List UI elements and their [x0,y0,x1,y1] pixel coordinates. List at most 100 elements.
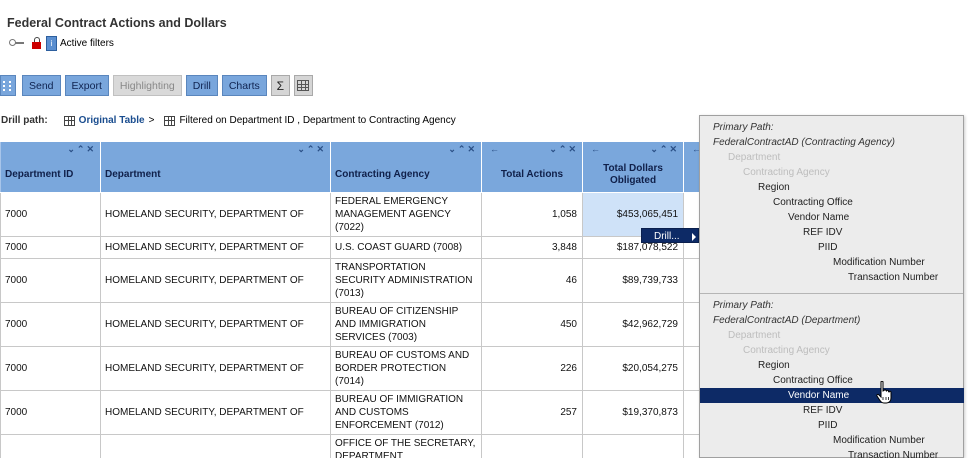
column-header-total-dollars[interactable]: ← ⌄⌃✕ Total Dollars Obligated [582,141,684,193]
table-row[interactable]: 7000 HOMELAND SECURITY, DEPARTMENT OF TR… [0,258,706,303]
table-row[interactable]: 7000 HOMELAND SECURITY, DEPARTMENT OF U.… [0,236,706,259]
table-row[interactable]: OFFICE OF THE SECRETARY, DEPARTMENT [0,434,706,458]
send-button[interactable]: Send [22,75,61,96]
cell-department-id[interactable]: 7000 [0,390,101,435]
drill-button[interactable]: Drill [185,75,218,96]
toolbar-grip-handle[interactable] [0,75,16,96]
drill-level-item[interactable]: Region [758,182,790,193]
cell-total-dollars-selected[interactable]: $453,065,451 [582,192,684,237]
cell-contracting-agency[interactable]: BUREAU OF CUSTOMS AND BORDER PROTECTION … [330,346,482,391]
key-icon[interactable] [9,38,25,48]
sum-button[interactable]: Σ [270,75,290,96]
drill-level-item[interactable]: Contracting Office [773,375,853,386]
cell-total-dollars[interactable]: $89,739,733 [582,258,684,303]
cell-contracting-agency[interactable]: U.S. COAST GUARD (7008) [330,236,482,259]
drill-level-item[interactable]: Modification Number [833,257,925,268]
cell-total-actions[interactable]: 257 [481,390,583,435]
drill-level-item[interactable]: Region [758,360,790,371]
cell-total-dollars[interactable]: $19,370,873 [582,390,684,435]
cell-department-id[interactable]: 7000 [0,192,101,237]
drill-level-item: Department [728,330,781,341]
cell-department[interactable]: HOMELAND SECURITY, DEPARTMENT OF [100,390,331,435]
column-header-department-id[interactable]: ⌄⌃✕ Department ID [0,141,101,193]
table-icon [164,115,176,126]
section-divider [700,293,963,294]
drill-level-item[interactable]: Vendor Name [700,388,964,403]
table-icon [63,115,75,126]
cell-contracting-agency[interactable]: BUREAU OF CITIZENSHIP AND IMMIGRATION SE… [330,302,482,347]
table-row[interactable]: 7000 HOMELAND SECURITY, DEPARTMENT OF BU… [0,390,706,435]
grid-icon [297,80,310,91]
export-button[interactable]: Export [64,75,109,96]
move-left-icon[interactable]: ← [490,144,499,154]
active-filters-label[interactable]: Active filters [60,37,114,49]
drill-path-section: Primary Path: FederalContractAD (Contract… [700,116,963,285]
cell-department-id[interactable]: 7000 [0,302,101,347]
drill-level-item[interactable]: Modification Number [833,435,925,446]
drill-level-item: Contracting Agency [743,167,830,178]
table-row[interactable]: 7000 HOMELAND SECURITY, DEPARTMENT OF BU… [0,346,706,391]
toolbar: Send Export Highlighting Drill Charts Σ [0,75,313,97]
lock-icon[interactable] [32,37,41,49]
primary-path-header: Primary Path: [713,300,774,311]
info-icon[interactable]: i [46,35,57,51]
charts-button[interactable]: Charts [221,75,267,96]
cell-contracting-agency[interactable]: FEDERAL EMERGENCY MANAGEMENT AGENCY (702… [330,192,482,237]
drill-level-item[interactable]: PIID [818,420,838,431]
column-sort-controls[interactable]: ⌄⌃✕ [297,144,326,154]
cell-department[interactable] [100,434,331,458]
original-table-link[interactable]: Original Table [78,115,145,126]
column-sort-controls[interactable]: ⌄⌃✕ [549,144,578,154]
cell-department[interactable]: HOMELAND SECURITY, DEPARTMENT OF [100,192,331,237]
cell-total-actions[interactable] [481,434,583,458]
cell-total-actions[interactable]: 450 [481,302,583,347]
cell-department-id[interactable]: 7000 [0,258,101,303]
drill-path-panel: Primary Path: FederalContractAD (Contract… [699,115,964,458]
cell-department[interactable]: HOMELAND SECURITY, DEPARTMENT OF [100,236,331,259]
grid-view-button[interactable] [293,75,313,96]
cell-total-actions[interactable]: 3,848 [481,236,583,259]
cell-total-actions[interactable]: 46 [481,258,583,303]
column-sort-controls[interactable]: ⌄⌃✕ [67,144,96,154]
cell-total-dollars[interactable]: $20,054,275 [582,346,684,391]
highlighting-button[interactable]: Highlighting [112,75,182,96]
cell-department-id[interactable] [0,434,101,458]
cell-contracting-agency[interactable]: TRANSPORTATION SECURITY ADMINISTRATION (… [330,258,482,303]
drill-path-section: Primary Path: FederalContractAD (Departme… [700,298,964,458]
drill-context-menu-item[interactable]: Drill... [641,228,699,243]
drill-level-item: Contracting Agency [743,345,830,356]
drill-level-item[interactable]: Contracting Office [773,197,853,208]
cell-total-actions[interactable]: 1,058 [481,192,583,237]
table-row[interactable]: 7000 HOMELAND SECURITY, DEPARTMENT OF FE… [0,192,706,237]
primary-path-header: Primary Path: [713,122,774,133]
cell-total-dollars[interactable] [582,434,684,458]
cell-contracting-agency[interactable]: OFFICE OF THE SECRETARY, DEPARTMENT [330,434,482,458]
cell-total-actions[interactable]: 226 [481,346,583,391]
drill-level-item[interactable]: REF IDV [803,405,843,416]
column-sort-controls[interactable]: ⌄⌃✕ [448,144,477,154]
cell-department-id[interactable]: 7000 [0,346,101,391]
drill-level-item[interactable]: PIID [818,242,838,253]
column-header-total-actions[interactable]: ← ⌄⌃✕ Total Actions [481,141,583,193]
move-left-icon[interactable]: ← [692,144,701,154]
drill-level-item[interactable]: REF IDV [803,227,843,238]
drill-level-item[interactable]: Vendor Name [788,212,850,223]
column-header-department[interactable]: ⌄⌃✕ Department [100,141,331,193]
drill-path-label: Drill path: [1,115,48,126]
drill-level-item[interactable]: Transaction Number [848,450,939,458]
cell-total-dollars[interactable]: $42,962,729 [582,302,684,347]
cell-department[interactable]: HOMELAND SECURITY, DEPARTMENT OF [100,302,331,347]
move-left-icon[interactable]: ← [591,144,600,154]
cell-department-id[interactable]: 7000 [0,236,101,259]
table-row[interactable]: 7000 HOMELAND SECURITY, DEPARTMENT OF BU… [0,302,706,347]
cell-department[interactable]: HOMELAND SECURITY, DEPARTMENT OF [100,346,331,391]
column-sort-controls[interactable]: ⌄⌃✕ [650,144,679,154]
column-header-contracting-agency[interactable]: ⌄⌃✕ Contracting Agency [330,141,482,193]
cell-contracting-agency[interactable]: BUREAU OF IMMIGRATION AND CUSTOMS ENFORC… [330,390,482,435]
hand-cursor-icon [876,381,892,404]
drill-level-item[interactable]: Transaction Number [848,272,939,283]
cell-department[interactable]: HOMELAND SECURITY, DEPARTMENT OF [100,258,331,303]
drill-level-item: Department [728,152,781,163]
drill-menu-label: Drill... [654,231,680,242]
page-title: Federal Contract Actions and Dollars [7,16,227,30]
